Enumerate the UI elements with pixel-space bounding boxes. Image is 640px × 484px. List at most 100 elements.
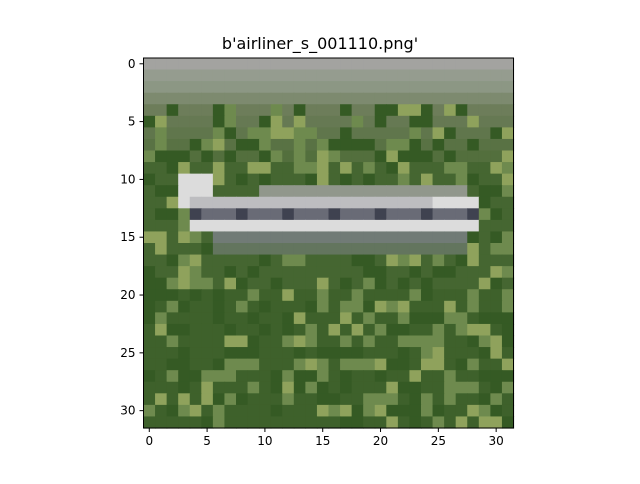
image-pixel: [224, 81, 237, 94]
image-pixel: [305, 104, 318, 117]
image-pixel: [143, 381, 156, 394]
image-pixel: [328, 381, 341, 394]
image-pixel: [155, 370, 168, 383]
image-pixel: [293, 370, 306, 383]
image-pixel: [282, 69, 295, 82]
image-pixel: [444, 277, 457, 290]
image-pixel: [236, 254, 249, 267]
image-pixel: [455, 196, 468, 209]
image-pixel: [409, 185, 422, 198]
image-pixel: [316, 231, 330, 244]
image-pixel: [340, 127, 353, 140]
image-pixel: [305, 196, 318, 209]
image-pixel: [305, 92, 318, 105]
image-pixel: [270, 254, 283, 267]
image-pixel: [467, 196, 480, 209]
image-pixel: [501, 58, 515, 71]
image-pixel: [236, 289, 249, 302]
image-pixel: [282, 243, 295, 256]
image-pixel: [421, 127, 434, 140]
image-pixel: [374, 277, 387, 290]
image-pixel: [363, 115, 376, 128]
image-pixel: [409, 289, 422, 302]
image-pixel: [270, 277, 283, 290]
image-pixel: [236, 347, 249, 360]
image-pixel: [432, 358, 445, 371]
image-pixel: [143, 81, 156, 94]
image-pixel: [259, 312, 272, 325]
image-pixel: [155, 219, 168, 233]
image-pixel: [351, 196, 364, 209]
image-pixel: [305, 347, 318, 360]
image-pixel: [397, 370, 411, 383]
image-pixel: [501, 162, 515, 175]
image-pixel: [455, 127, 468, 140]
image-pixel: [166, 219, 179, 233]
image-pixel: [340, 208, 353, 221]
image-pixel: [201, 58, 214, 71]
image-pixel: [316, 104, 330, 117]
image-pixel: [166, 138, 179, 152]
image-pixel: [455, 81, 468, 94]
image-pixel: [340, 196, 353, 209]
image-pixel: [374, 243, 387, 256]
image-pixel: [363, 69, 376, 82]
image-pixel: [189, 173, 202, 186]
image-pixel: [501, 69, 515, 82]
image-pixel: [374, 323, 387, 337]
image-pixel: [247, 173, 260, 186]
image-pixel: [432, 335, 445, 348]
image-pixel: [397, 173, 411, 186]
image-pixel: [467, 312, 480, 325]
image-pixel: [386, 127, 399, 140]
image-pixel: [397, 127, 411, 140]
image-pixel: [351, 254, 364, 267]
image-pixel: [328, 173, 341, 186]
image-pixel: [166, 300, 179, 313]
image-pixel: [282, 208, 295, 221]
image-pixel: [282, 162, 295, 175]
image-pixel: [432, 127, 445, 140]
image-pixel: [143, 358, 156, 371]
image-pixel: [386, 208, 399, 221]
image-pixel: [282, 196, 295, 209]
image-pixel: [386, 243, 399, 256]
image-pixel: [490, 58, 503, 71]
image-pixel: [178, 81, 191, 94]
image-pixel: [212, 381, 226, 394]
image-pixel: [247, 358, 260, 371]
image-pixel: [189, 335, 202, 348]
image-pixel: [421, 393, 434, 406]
image-pixel: [236, 312, 249, 325]
image-pixel: [444, 312, 457, 325]
image-pixel: [421, 289, 434, 302]
image-pixel: [328, 69, 341, 82]
image-pixel: [270, 404, 283, 418]
image-pixel: [501, 335, 515, 348]
image-pixel: [386, 335, 399, 348]
image-pixel: [374, 162, 387, 175]
image-pixel: [247, 347, 260, 360]
image-pixel: [247, 312, 260, 325]
image-pixel: [363, 243, 376, 256]
image-pixel: [247, 254, 260, 267]
image-pixel: [409, 254, 422, 267]
x-tick-label: 25: [431, 434, 446, 448]
image-pixel: [501, 381, 515, 394]
image-pixel: [455, 254, 468, 267]
image-pixel: [212, 416, 226, 429]
image-pixel: [490, 335, 503, 348]
image-pixel: [166, 92, 179, 105]
image-pixel: [490, 243, 503, 256]
image-pixel: [166, 381, 179, 394]
image-pixel: [421, 277, 434, 290]
image-pixel: [178, 289, 191, 302]
image-pixel: [212, 404, 226, 418]
image-pixel: [397, 312, 411, 325]
image-pixel: [501, 393, 515, 406]
image-pixel: [212, 219, 226, 233]
image-pixel: [201, 196, 214, 209]
image-pixel: [351, 138, 364, 152]
image-pixel: [501, 266, 515, 279]
image-pixel: [340, 162, 353, 175]
